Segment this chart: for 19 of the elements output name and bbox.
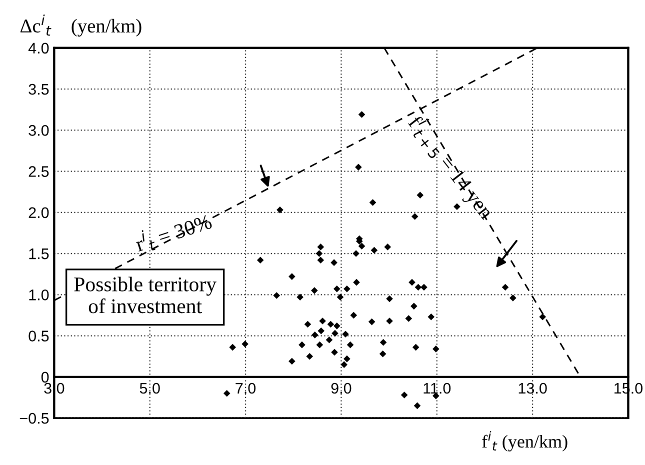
y-tick-label: 3.0 bbox=[28, 125, 49, 136]
x-tick-label: 13.0 bbox=[518, 382, 547, 394]
y-tick-label: 4.0 bbox=[28, 42, 49, 54]
x-tick-label: 5.0 bbox=[140, 382, 160, 394]
y-tick-label: 1.5 bbox=[29, 248, 49, 260]
y-tick-label: 0.5 bbox=[28, 330, 49, 342]
x-tick-label: 9.0 bbox=[331, 382, 352, 394]
annotation: Possible territory of investment bbox=[74, 276, 216, 314]
x-tick-label: 7.0 bbox=[236, 382, 256, 394]
y-tick-label: 3.5 bbox=[28, 84, 49, 95]
text: Δc$^{i}$$_{t}$ (yen/km) bbox=[20, 14, 142, 37]
y-tick-label: 0 bbox=[41, 372, 49, 383]
y-tick-label: −0.5 bbox=[20, 412, 49, 424]
y-tick-label: 2.5 bbox=[28, 166, 49, 177]
annotation: r$^{i}$$_{t}$ = 30% bbox=[132, 209, 214, 255]
x-axis-title: f$^{i}$$_{t}$ (yen/km) bbox=[482, 430, 568, 452]
y-tick-label: 1.0 bbox=[29, 290, 49, 300]
x-tick-label: 11.0 bbox=[424, 382, 451, 394]
y-tick-label: 2.0 bbox=[28, 207, 49, 218]
